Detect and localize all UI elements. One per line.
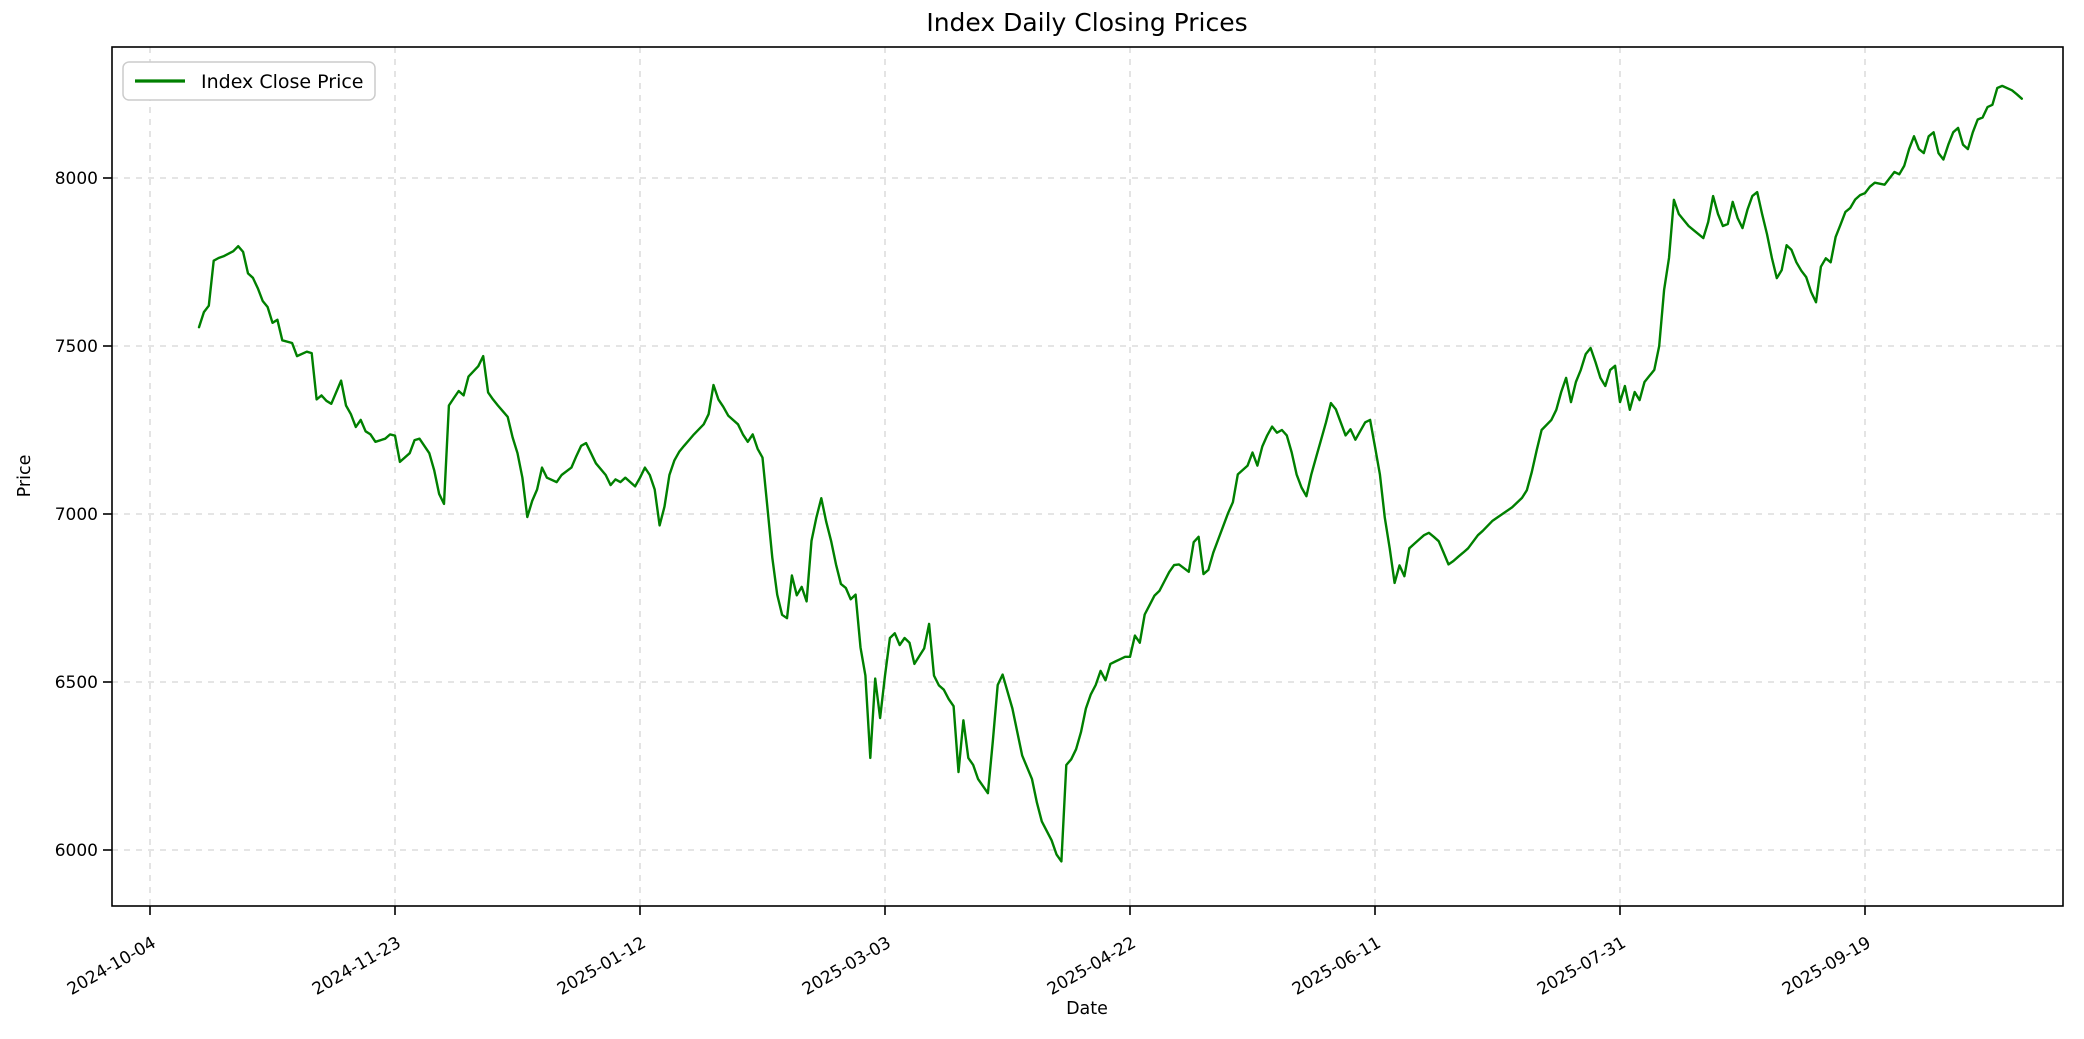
y-tick-label: 8000 xyxy=(55,169,98,189)
gridlines xyxy=(112,47,2063,906)
y-tick-label: 6500 xyxy=(55,673,98,693)
x-tick-label: 2025-06-11 xyxy=(1289,933,1385,1000)
x-tick-label: 2024-10-04 xyxy=(64,933,160,1000)
close-price-line xyxy=(197,84,2024,863)
x-tick-label: 2025-09-19 xyxy=(1779,933,1875,1000)
legend: Index Close Price xyxy=(122,61,376,101)
x-axis-label: Date xyxy=(1066,999,1108,1019)
legend-box xyxy=(122,61,376,101)
x-tick-label: 2025-04-22 xyxy=(1044,933,1140,1000)
y-tick-label: 6000 xyxy=(55,841,98,861)
chart-title: Index Daily Closing Prices xyxy=(926,8,1247,37)
x-tick-label: 2025-01-12 xyxy=(554,933,650,1000)
y-axis-label: Price xyxy=(15,455,35,498)
legend-label: Index Close Price xyxy=(201,71,364,93)
axis-ticks xyxy=(103,177,1866,915)
axis-tick-labels: 2024-10-04 2024-11-23 2025-01-12 2025-03-03… xyxy=(55,169,1875,1000)
price-line-series xyxy=(197,84,2024,863)
plot-border xyxy=(111,46,2064,907)
x-tick-label: 2025-07-31 xyxy=(1534,933,1630,1000)
x-tick-label: 2025-03-03 xyxy=(799,933,895,1000)
x-tick-label: 2024-11-23 xyxy=(309,933,405,1000)
y-tick-label: 7500 xyxy=(55,337,98,357)
y-tick-label: 7000 xyxy=(55,505,98,525)
